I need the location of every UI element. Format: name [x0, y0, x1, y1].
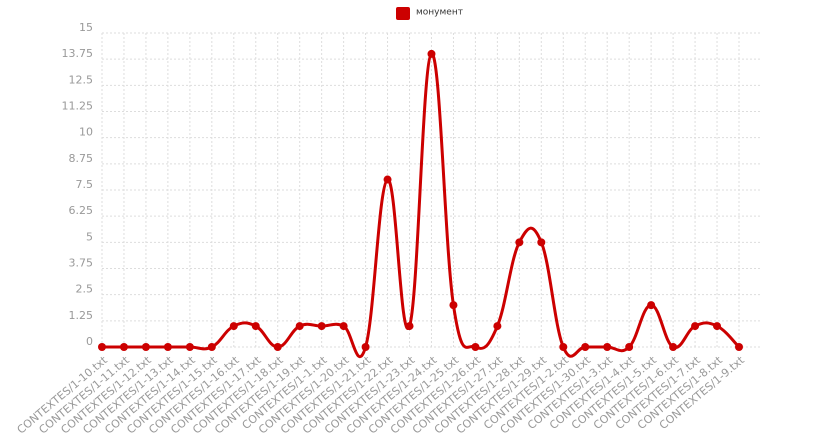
- point: [229, 322, 238, 331]
- point: [559, 343, 568, 351]
- point: [515, 238, 524, 247]
- point: [735, 343, 743, 351]
- line: [101, 52, 741, 358]
- point: [405, 322, 414, 331]
- y-tick-label: 7.5: [76, 178, 94, 191]
- point: [98, 343, 106, 351]
- point: [295, 322, 304, 331]
- point: [625, 343, 634, 351]
- point: [273, 343, 282, 351]
- legend-swatch: [396, 7, 410, 20]
- point: [119, 343, 128, 351]
- point: [647, 301, 656, 310]
- point: [493, 322, 502, 331]
- y-tick-label: 3.75: [69, 257, 94, 270]
- y-tick-label: 6.25: [69, 204, 94, 217]
- y-tick-label: 5: [86, 230, 93, 243]
- y-tick-label: 0: [86, 335, 93, 348]
- point: [713, 322, 722, 331]
- point: [427, 49, 436, 58]
- point: [251, 322, 260, 331]
- point: [185, 343, 194, 351]
- point: [471, 343, 480, 351]
- point: [691, 322, 700, 331]
- y-tick-label: 13.75: [62, 47, 94, 60]
- point: [603, 343, 612, 351]
- y-tick-label: 10: [79, 126, 93, 139]
- point: [207, 343, 216, 351]
- point: [163, 343, 172, 351]
- point: [537, 238, 546, 247]
- point: [669, 343, 678, 351]
- point: [339, 322, 348, 331]
- point: [141, 343, 150, 351]
- y-tick-label: 12.5: [69, 73, 94, 86]
- legend-label: монумент: [416, 8, 463, 18]
- y-tick-label: 2.5: [76, 283, 94, 296]
- y-tick-label: 15: [79, 21, 93, 34]
- y-tick-label: 11.25: [62, 100, 94, 113]
- y-tick-label: 1.25: [69, 309, 94, 322]
- point: [449, 301, 458, 310]
- point: [581, 343, 590, 351]
- point: [361, 343, 370, 351]
- y-tick-label: 8.75: [69, 152, 94, 165]
- point: [317, 322, 326, 331]
- point: [383, 175, 392, 184]
